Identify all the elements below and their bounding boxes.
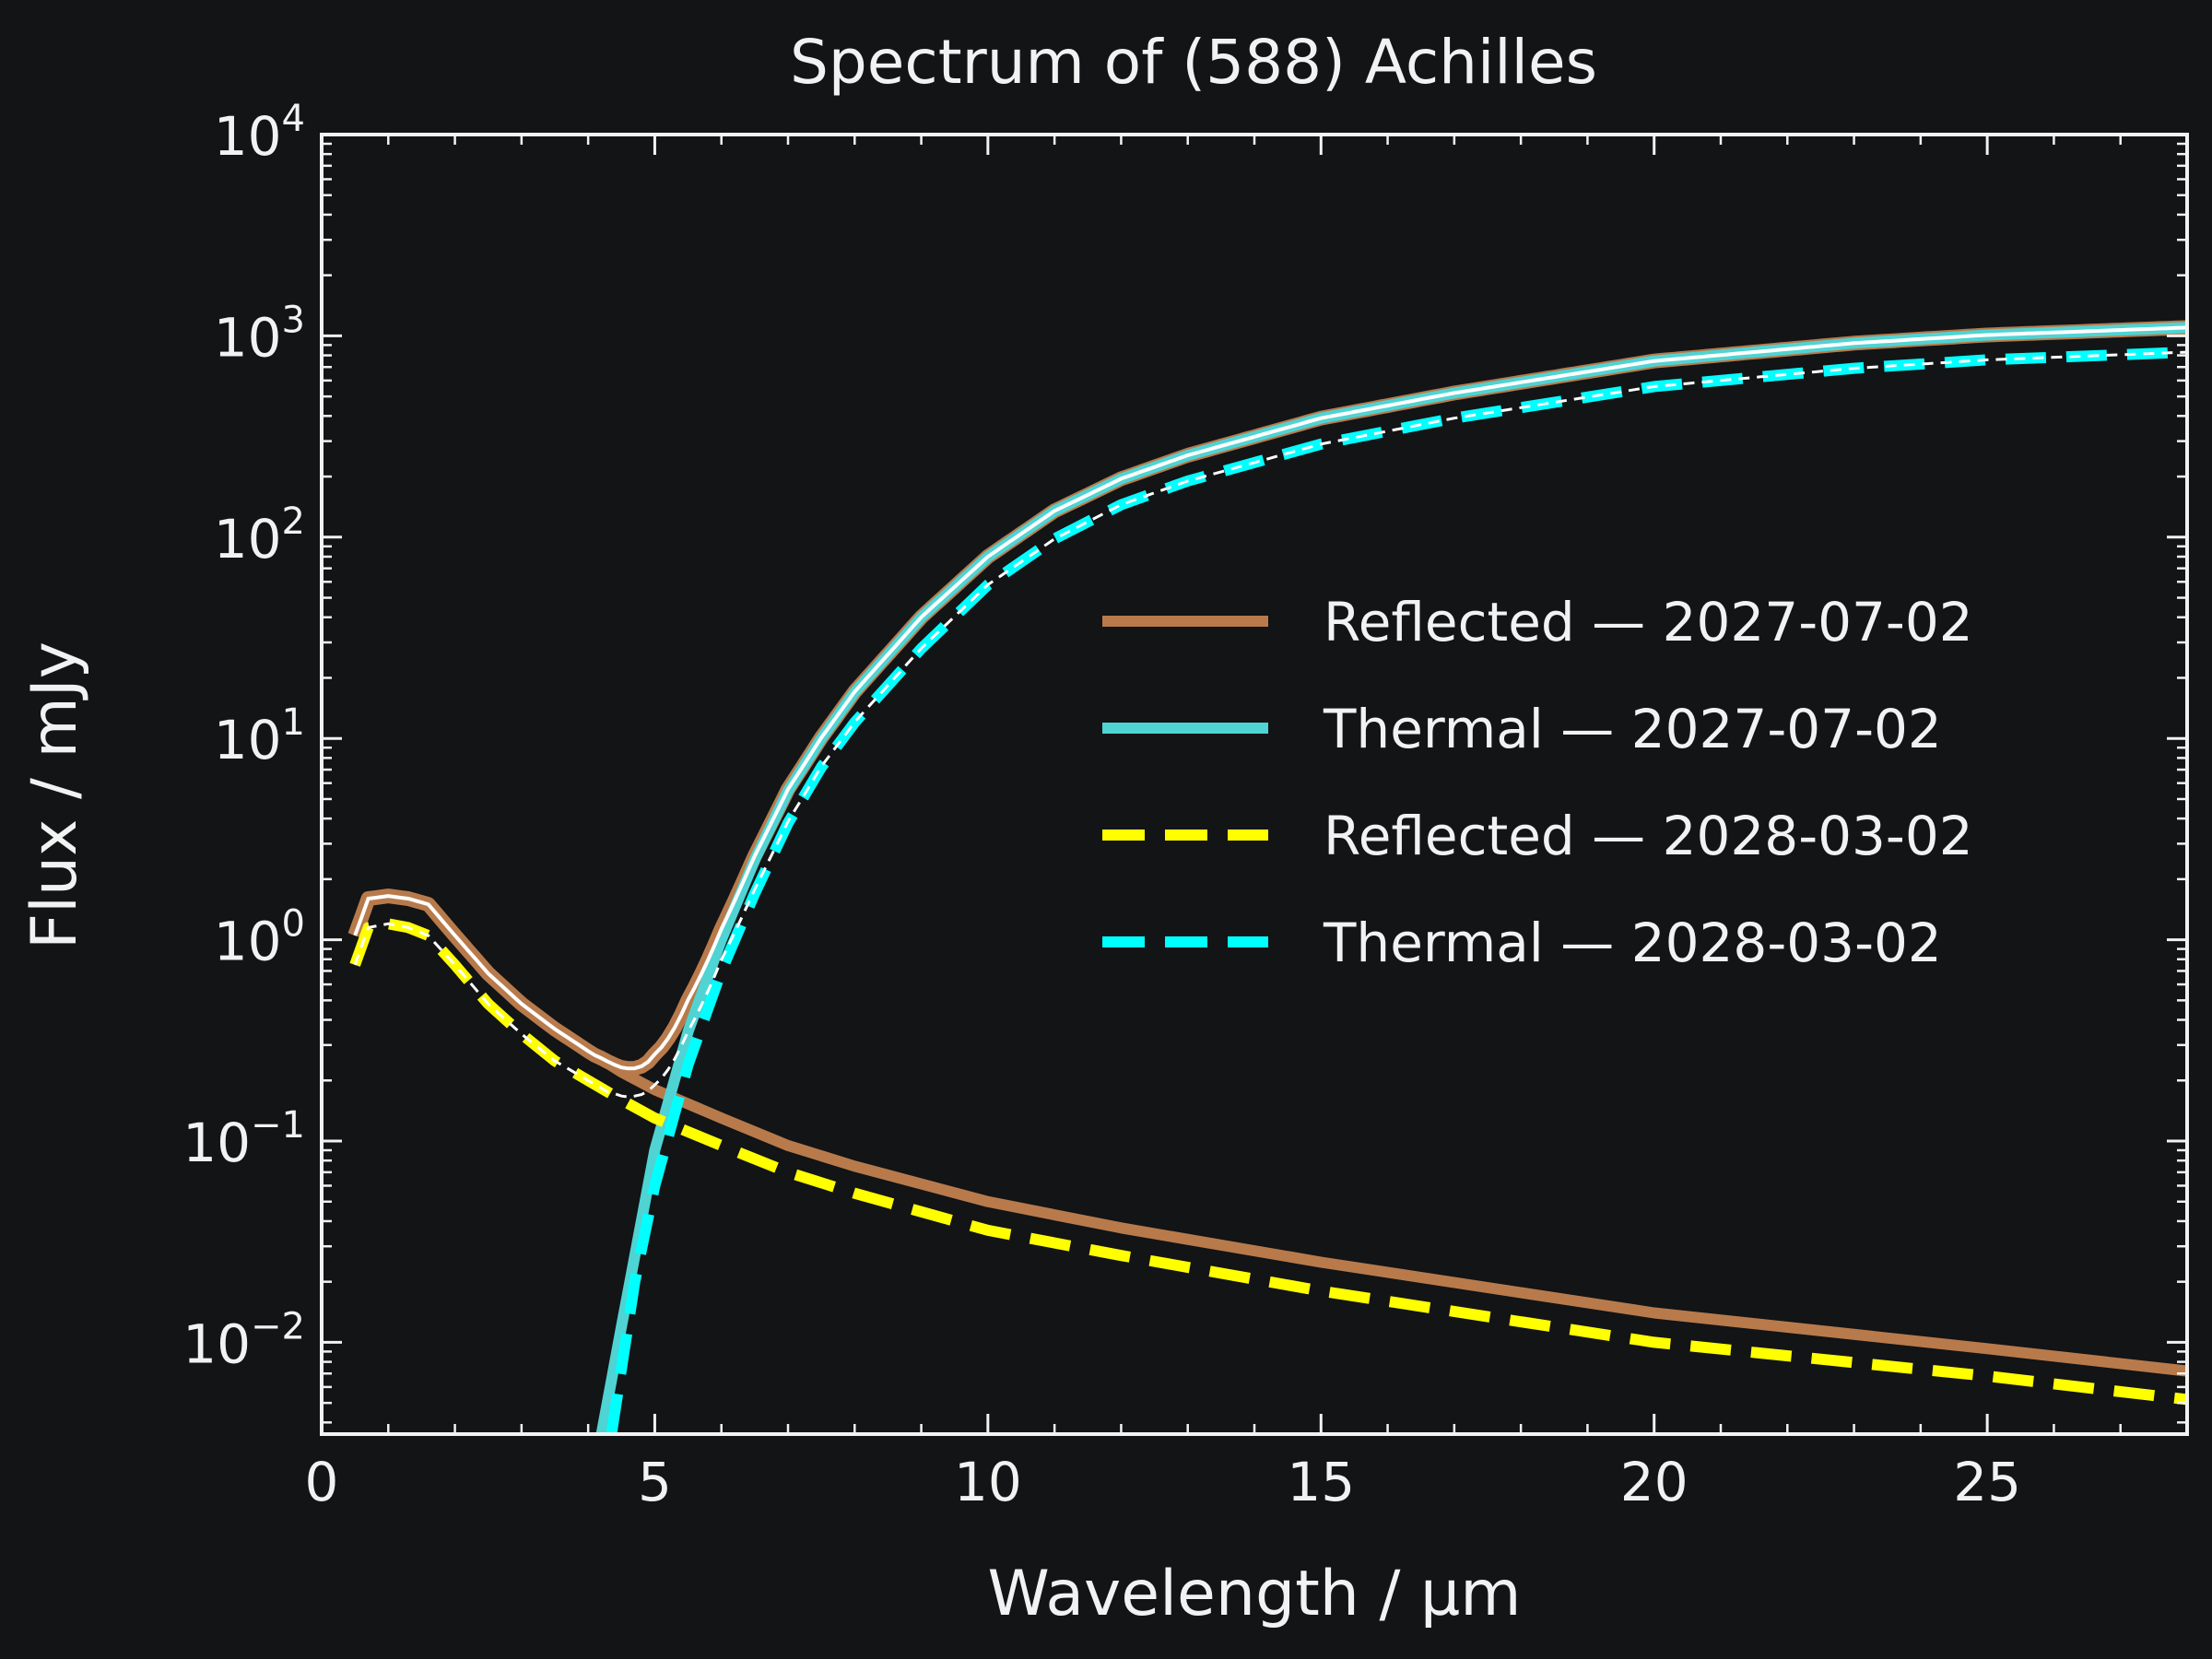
tick-layer: 0 5 10 15 20 25 10−2 10−1 100 101 102 103 104 <box>182 98 2189 1513</box>
y-tick-label: 100 <box>214 903 305 973</box>
series-line-2 <box>349 918 2187 1406</box>
y-tick-label: 102 <box>214 500 305 571</box>
legend-label-1: Thermal — 2027-07-02 <box>1323 698 1942 760</box>
x-tick-label: 5 <box>638 1451 672 1513</box>
plot-frame <box>320 133 2189 1436</box>
legend: Reflected — 2027-07-02 Thermal — 2027-07-… <box>1102 591 1973 974</box>
legend-label-3: Thermal — 2028-03-02 <box>1323 912 1942 974</box>
y-tick-label: 101 <box>214 701 305 771</box>
total-flux-2028-line <box>353 350 2187 1099</box>
x-tick-label: 25 <box>1953 1451 2021 1513</box>
y-axis-label: Flux / mJy <box>18 641 91 949</box>
x-tick-label: 10 <box>954 1451 1022 1513</box>
legend-label-2: Reflected — 2028-03-02 <box>1324 805 1973 867</box>
total-flux-2027-line <box>353 325 2187 1071</box>
x-axis-label: Wavelength / µm <box>987 1558 1521 1630</box>
y-tick-label: 103 <box>214 299 305 369</box>
y-tick-label: 10−1 <box>182 1104 305 1174</box>
y-tick-label: 104 <box>214 98 305 168</box>
legend-label-0: Reflected — 2027-07-02 <box>1324 591 1973 653</box>
series-layer <box>347 320 2187 1434</box>
x-tick-label: 20 <box>1620 1451 1688 1513</box>
x-tick-label: 15 <box>1287 1451 1355 1513</box>
chart-title: Spectrum of (588) Achilles <box>790 27 1597 98</box>
y-tick-label: 10−2 <box>182 1305 305 1375</box>
x-tick-label: 0 <box>305 1451 339 1513</box>
